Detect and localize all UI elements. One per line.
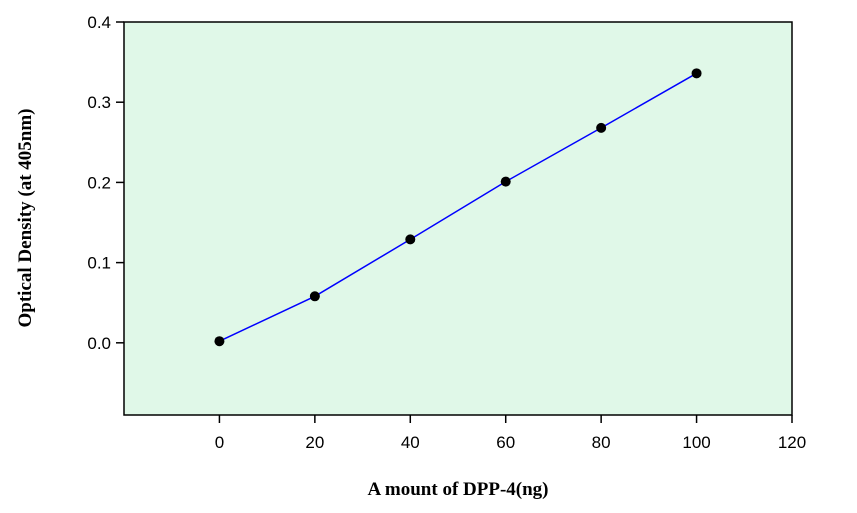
series-line <box>219 72 697 342</box>
series-layer <box>214 68 702 347</box>
data-point <box>309 291 320 302</box>
data-point <box>214 336 225 347</box>
y-axis-title: Optical Density (at 405nm) <box>15 108 36 327</box>
data-point <box>691 68 702 79</box>
y-axis: 0.0 0.1 0.2 0.3 0.4 <box>87 13 124 353</box>
data-point <box>500 176 511 187</box>
y-tick-label: 0.1 <box>87 254 111 273</box>
x-tick-label: 100 <box>682 433 710 452</box>
x-tick-label: 80 <box>592 433 611 452</box>
x-axis-title: A mount of DPP-4(ng) <box>367 479 548 500</box>
y-tick-label: 0.0 <box>87 334 111 353</box>
x-tick-label: 20 <box>305 433 324 452</box>
data-point <box>405 234 416 245</box>
data-point <box>596 122 607 133</box>
x-tick-label: 40 <box>401 433 420 452</box>
x-tick-label: 60 <box>496 433 515 452</box>
y-tick-label: 0.4 <box>87 13 111 32</box>
y-tick-label: 0.3 <box>87 93 111 112</box>
plot-area <box>123 21 793 416</box>
y-tick-label: 0.2 <box>87 173 111 192</box>
x-tick-label: 120 <box>778 433 806 452</box>
x-tick-label: 0 <box>215 433 224 452</box>
x-axis: 0 20 40 60 80 100 120 <box>215 415 806 452</box>
